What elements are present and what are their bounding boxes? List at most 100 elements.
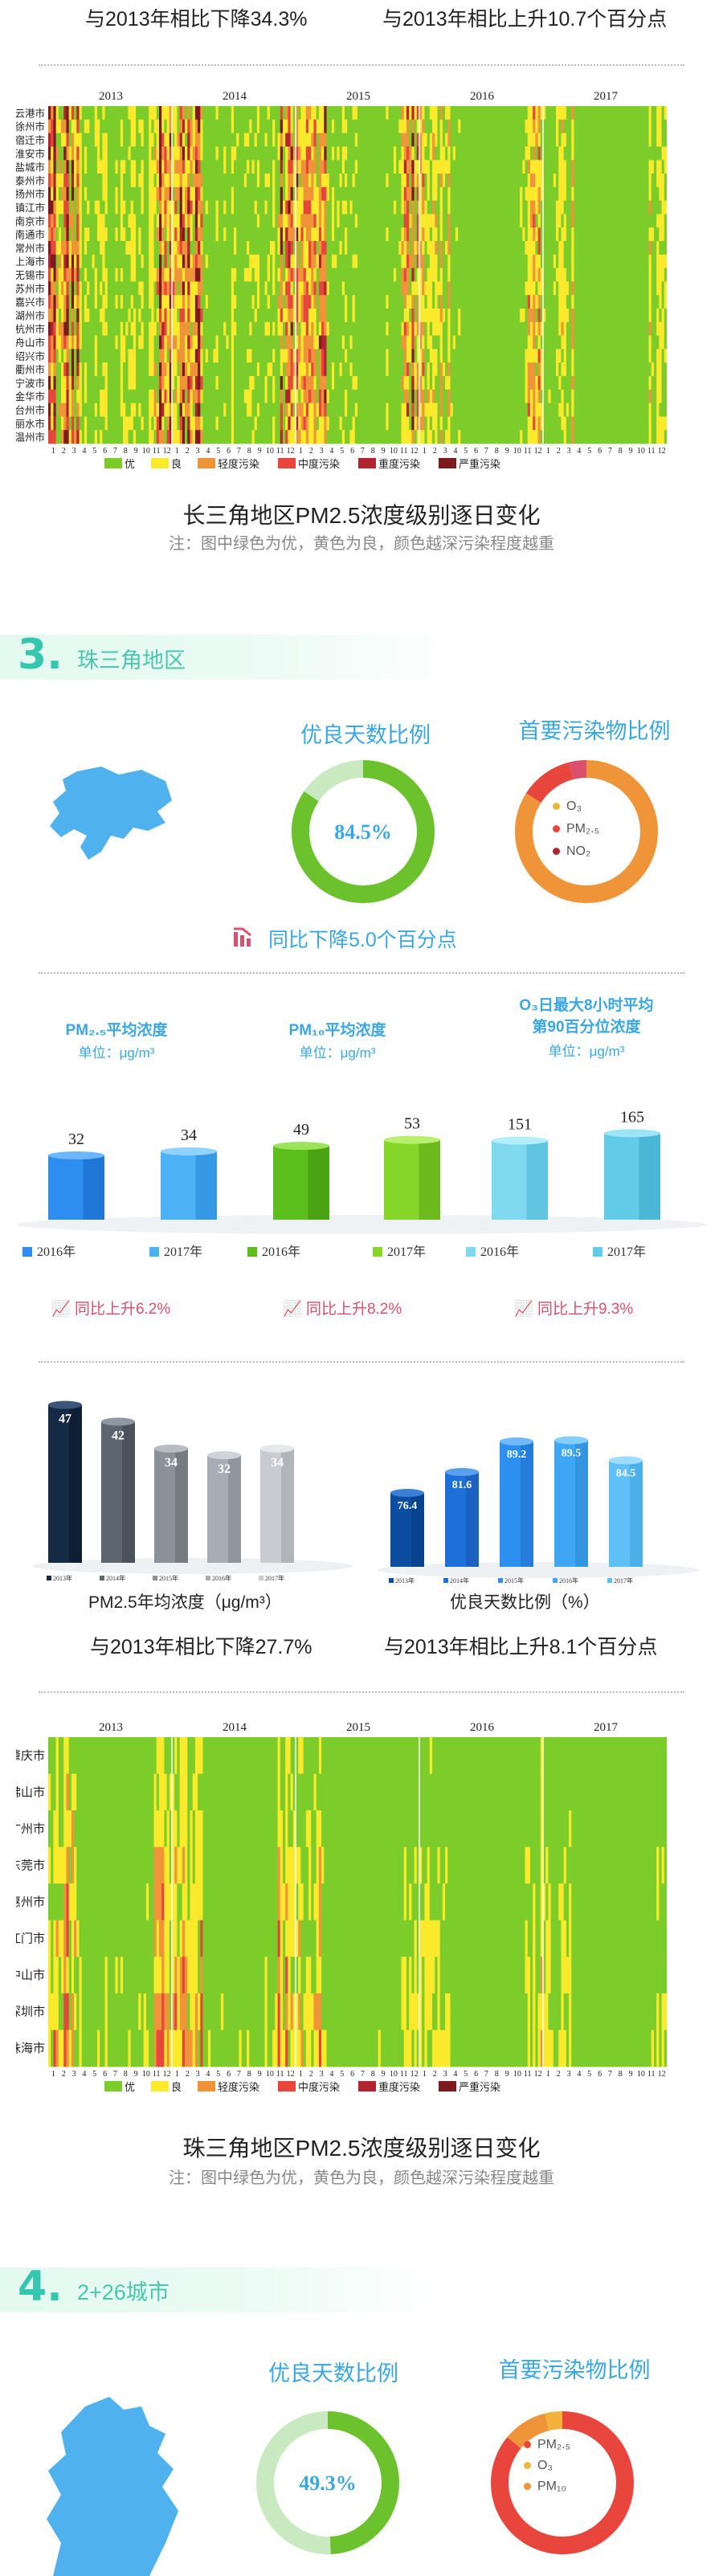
heatmap-cell — [169, 174, 173, 188]
heatmap-cell — [115, 227, 119, 242]
heatmap-cell — [292, 119, 296, 133]
heatmap-cell — [120, 349, 124, 363]
heatmap-cell — [104, 416, 108, 431]
heatmap-cell — [177, 335, 181, 350]
heatmap-cell — [388, 133, 392, 147]
heatmap-cell — [192, 268, 196, 282]
heatmap-cell — [166, 227, 170, 242]
heatmap-cell — [445, 349, 448, 363]
heatmap-cell — [179, 119, 183, 133]
heatmap-cell — [484, 133, 487, 147]
heatmap-cell — [540, 335, 544, 350]
heatmap-cell — [125, 227, 129, 242]
heatmap-cell — [81, 309, 85, 323]
heatmap-cell — [228, 295, 232, 309]
heatmap-cell — [185, 160, 188, 174]
heatmap-cell — [388, 281, 392, 296]
heatmap-cell — [514, 227, 518, 242]
heatmap-cell — [220, 321, 224, 336]
heatmap-cell — [318, 335, 322, 350]
heatmap-cell — [360, 362, 363, 377]
heatmap-cell — [100, 268, 103, 282]
heatmap-cell — [145, 309, 149, 323]
heatmap-cell — [145, 335, 149, 350]
heatmap-cell — [548, 403, 552, 417]
heatmap-cell — [507, 430, 510, 444]
heatmap-cell — [92, 309, 96, 323]
heatmap-cell — [53, 186, 57, 201]
heatmap-cell — [478, 309, 482, 323]
heatmap-cell — [239, 335, 243, 350]
heatmap-cell — [548, 281, 552, 296]
heatmap-cell — [213, 146, 216, 161]
heatmap-cell — [303, 321, 307, 336]
heatmap-cell — [401, 268, 405, 282]
heatmap-cell — [468, 295, 472, 309]
heatmap-cell — [499, 430, 503, 444]
heatmap-cell — [512, 362, 516, 377]
heatmap-cell — [509, 309, 513, 323]
heatmap-cell — [370, 186, 374, 201]
heatmap-cell — [158, 106, 162, 121]
heatmap-cell — [514, 174, 518, 188]
heatmap-cell — [125, 119, 129, 133]
heatmap-cell — [187, 200, 190, 215]
heatmap-cell — [365, 362, 369, 377]
heatmap-cell — [522, 376, 525, 390]
heatmap-cell — [61, 268, 64, 282]
heatmap-cell — [460, 227, 464, 242]
heatmap-cell — [141, 146, 145, 161]
heatmap-cell — [488, 160, 492, 174]
heatmap-cell — [58, 241, 62, 256]
heatmap-cell — [100, 186, 103, 201]
heatmap-cell — [141, 376, 145, 390]
heatmap-cell — [380, 174, 384, 188]
heatmap-cell — [166, 309, 170, 323]
heatmap-cell — [117, 227, 121, 242]
heatmap-cell — [326, 416, 330, 431]
heatmap-cell — [239, 186, 243, 201]
heatmap-cell — [318, 281, 322, 296]
heatmap-cell — [61, 349, 64, 363]
heatmap-cell — [512, 214, 516, 228]
heatmap-cell — [316, 146, 320, 161]
heatmap-cell — [290, 309, 294, 323]
heatmap-cell — [243, 416, 247, 431]
heatmap-cell — [318, 416, 322, 431]
heatmap-cell — [153, 335, 157, 350]
heatmap-cell — [249, 174, 252, 188]
heatmap-cell — [501, 227, 505, 242]
heatmap-cell — [192, 133, 196, 147]
heatmap-cell — [375, 309, 379, 323]
heatmap-cell — [63, 119, 67, 133]
heatmap-cell — [133, 349, 137, 363]
heatmap-cell — [202, 214, 206, 228]
heatmap-cell — [445, 403, 448, 417]
heatmap-cell — [527, 200, 531, 215]
heatmap-cell — [202, 295, 206, 309]
heatmap-cell — [81, 214, 85, 228]
heatmap-cell — [68, 349, 72, 363]
heatmap-cell — [550, 214, 554, 228]
heatmap-cell — [494, 133, 497, 147]
heatmap-cell — [61, 227, 64, 242]
heatmap-cell — [517, 254, 521, 268]
heatmap-cell — [308, 119, 312, 133]
heatmap-cell — [198, 403, 201, 417]
heatmap-cell — [561, 160, 565, 174]
heatmap-cell — [422, 416, 425, 431]
heatmap-cell — [533, 295, 536, 309]
heatmap-cell — [360, 160, 363, 174]
heatmap-cell — [422, 106, 425, 121]
heatmap-cell — [143, 146, 147, 161]
heatmap-cell — [545, 214, 549, 228]
heatmap-cell — [280, 227, 284, 242]
heatmap-cell — [66, 295, 70, 309]
heatmap-cell — [280, 214, 284, 228]
heatmap-cell — [296, 309, 299, 323]
heatmap-cell — [378, 416, 382, 431]
heatmap-cell — [104, 174, 108, 188]
heatmap-cell — [220, 214, 224, 228]
heatmap-cell — [491, 241, 495, 256]
heatmap-cell — [380, 389, 384, 403]
